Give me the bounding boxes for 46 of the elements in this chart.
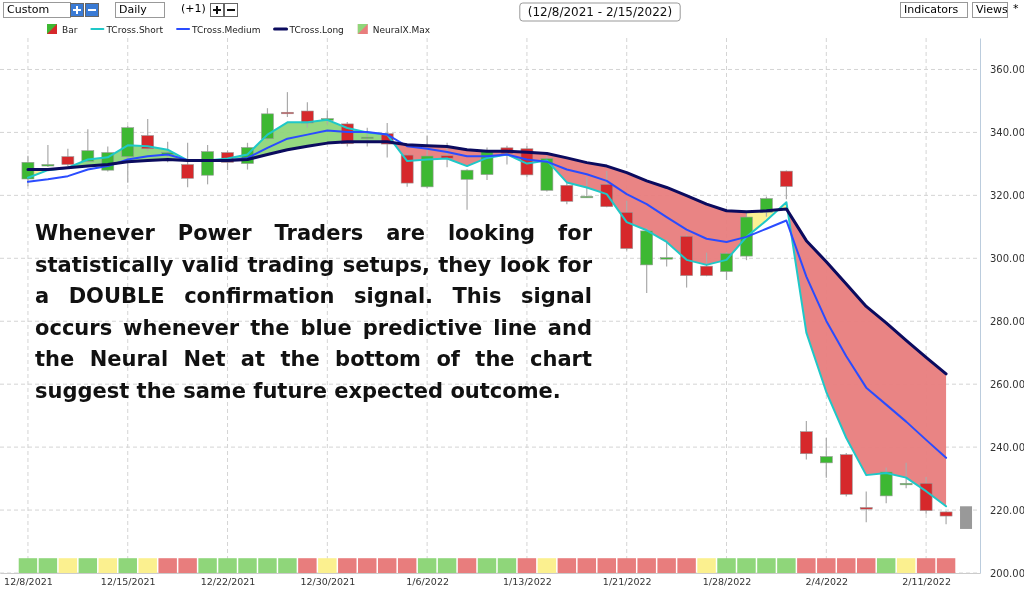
x-tick-label: 1/6/2022 bbox=[406, 575, 449, 587]
y-tick-label: 260.00 bbox=[990, 378, 1024, 390]
legend-label: TCross.Medium bbox=[191, 24, 261, 35]
candlestick bbox=[181, 142, 194, 188]
candlestick bbox=[460, 168, 474, 211]
y-tick-label: 300.00 bbox=[990, 252, 1024, 264]
candlestick bbox=[440, 142, 454, 168]
x-tick-label: 12/8/2021 bbox=[4, 575, 53, 587]
x-tick-label: 1/28/2022 bbox=[702, 575, 752, 587]
y-tick-label: 340.00 bbox=[990, 127, 1024, 139]
x-tick-label: 12/30/2021 bbox=[300, 575, 356, 587]
legend-label: Bar bbox=[62, 24, 78, 35]
candlestick bbox=[939, 510, 953, 525]
candlestick bbox=[899, 462, 913, 489]
candlestick bbox=[281, 91, 294, 118]
candlestick bbox=[859, 490, 873, 523]
x-tick-label: 12/15/2021 bbox=[100, 575, 156, 587]
candlestick bbox=[879, 466, 893, 504]
candlestick bbox=[820, 437, 833, 479]
x-tick-label: 1/21/2022 bbox=[602, 575, 652, 587]
y-tick-label: 220.00 bbox=[990, 504, 1024, 516]
x-tick-label: 2/11/2022 bbox=[902, 575, 951, 587]
y-tick-label: 360.00 bbox=[990, 64, 1024, 76]
x-tick-label: 12/22/2021 bbox=[200, 575, 256, 587]
text: * bbox=[1010, 2, 1022, 16]
x-tick-label: 1/13/2022 bbox=[503, 575, 552, 587]
chart-title: (12/8/2021 - 2/15/2022) bbox=[527, 5, 673, 19]
text: Custom bbox=[3, 2, 71, 18]
candlestick bbox=[360, 127, 374, 148]
text: (+1) bbox=[178, 2, 209, 16]
legend-label: TCross.Long bbox=[288, 24, 344, 35]
candlestick bbox=[580, 176, 594, 199]
text: Daily bbox=[115, 2, 165, 18]
annotation: Whenever Power Traders are looking for statistically valid trading setups, they look for a DOUBLE confirmation signal. This signal occurs whenever the blue predictive line and the Neural Net at the bottom of the chart suggest the same future expected outcome. bbox=[35, 220, 592, 405]
text: Views bbox=[972, 2, 1008, 18]
candlestick bbox=[660, 238, 673, 268]
text: Indicators bbox=[900, 2, 968, 18]
y-tick-label: 200.00 bbox=[990, 567, 1024, 579]
y-tick-label: 240.00 bbox=[990, 441, 1024, 453]
y-tick-label: 320.00 bbox=[990, 190, 1024, 202]
x-tick-label: 2/4/2022 bbox=[805, 575, 849, 587]
legend-label: TCross.Short bbox=[105, 24, 164, 35]
legend-label: NeuralX.Max bbox=[372, 24, 431, 35]
candlestick bbox=[800, 420, 813, 460]
y-tick-label: 280.00 bbox=[990, 315, 1024, 327]
candlestick bbox=[780, 169, 793, 200]
